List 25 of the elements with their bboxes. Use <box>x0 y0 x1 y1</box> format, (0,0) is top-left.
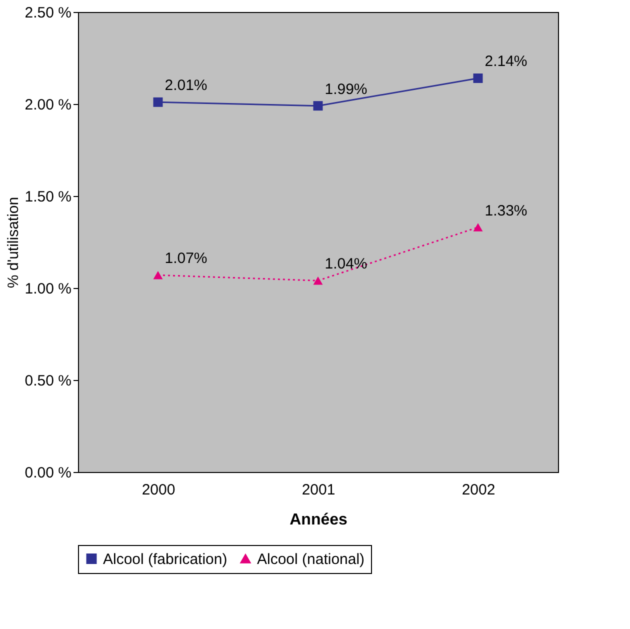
point <box>473 223 483 232</box>
x-tick-label: 2002 <box>462 482 496 498</box>
x-tick-label: 2001 <box>302 482 336 498</box>
data-label: 1.07% <box>164 250 208 268</box>
data-label: 1.04% <box>324 256 368 273</box>
x-tick-label: 2000 <box>142 482 176 498</box>
data-label: 1.33% <box>484 202 528 220</box>
data-label: 1.99% <box>324 80 368 98</box>
point <box>313 101 323 111</box>
y-tick-label: 0.00 % <box>24 464 72 482</box>
x-axis-title: Années <box>290 512 348 528</box>
y-tick-label: 2.00 % <box>24 96 72 114</box>
y-tick-label: 1.00 % <box>24 280 72 298</box>
y-tick-label: 1.50 % <box>24 188 72 206</box>
legend-label: Alcool (national) <box>257 550 365 568</box>
y-axis-title: % d'utilisation <box>4 196 22 288</box>
y-tick-label: 0.50 % <box>24 372 72 390</box>
point <box>153 97 163 107</box>
point <box>473 73 483 83</box>
point <box>153 271 163 280</box>
y-tick-label: 2.50 % <box>24 4 72 22</box>
legend-label: Alcool (fabrication) <box>103 550 228 568</box>
data-label: 2.14% <box>484 53 528 70</box>
point <box>313 276 323 285</box>
data-label: 2.01% <box>164 77 208 94</box>
